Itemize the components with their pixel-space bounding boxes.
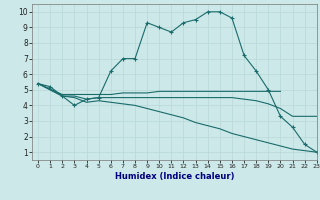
X-axis label: Humidex (Indice chaleur): Humidex (Indice chaleur) <box>115 172 234 181</box>
